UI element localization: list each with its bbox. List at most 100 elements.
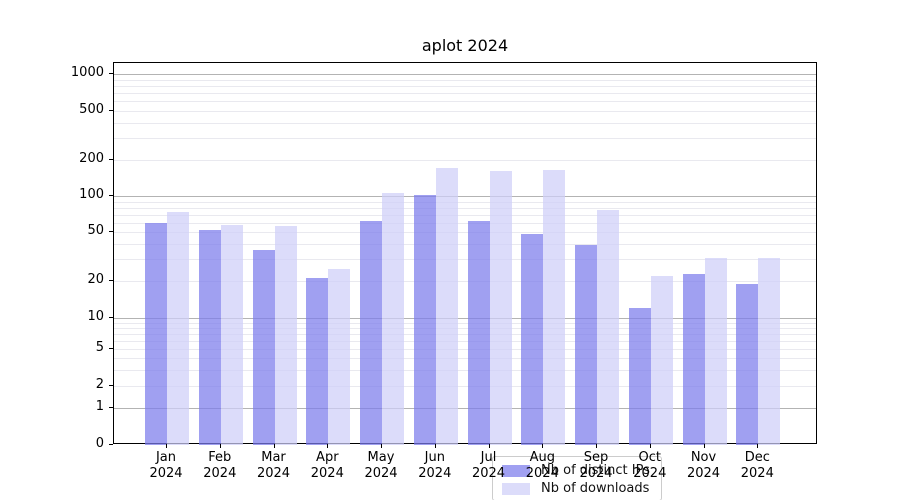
y-tick-mark-20: [109, 280, 113, 281]
y-tick-mark-50: [109, 231, 113, 232]
x-tick-mark-nov: [703, 444, 705, 448]
x-tick-year: 2024: [256, 466, 291, 481]
bar-ips-jun: [413, 194, 436, 445]
gridline-600: [114, 101, 816, 103]
legend-label-downloads: Nb of downloads: [541, 481, 650, 496]
gridline-90: [114, 201, 816, 203]
x-tick-month: Nov: [690, 450, 717, 465]
x-tick-mark-dec: [757, 444, 759, 448]
x-tick-label-feb: Feb 2024: [188, 450, 252, 482]
x-tick-label-apr: Apr 2024: [295, 450, 359, 482]
legend-swatch-distinct-ips: [502, 464, 530, 477]
gridline-300: [114, 138, 816, 140]
gridline-80: [114, 207, 816, 209]
bar-downloads-apr: [328, 269, 351, 445]
x-tick-mark-apr: [327, 444, 329, 448]
x-tick-month: May: [367, 450, 395, 465]
bar-downloads-oct: [650, 275, 673, 445]
x-tick-mark-feb: [219, 444, 221, 448]
bar-ips-sep: [575, 245, 597, 445]
bar-ips-jul: [467, 220, 490, 445]
x-tick-month: Jun: [424, 450, 445, 465]
gridline-800: [114, 85, 816, 87]
y-tick-mark-1000: [109, 73, 113, 74]
gridline-20: [114, 281, 816, 282]
x-tick-label-oct: Oct 2024: [618, 450, 682, 482]
gridline-50: [114, 232, 816, 233]
x-tick-month: Mar: [261, 450, 286, 465]
y-tick-mark-10: [109, 317, 113, 318]
x-tick-year: 2024: [471, 466, 506, 481]
x-tick-year: 2024: [740, 466, 774, 481]
y-tick-label-2: 2: [95, 377, 104, 392]
x-tick-label-nov: Nov 2024: [672, 450, 736, 482]
legend-swatch-downloads: [502, 482, 530, 495]
gridline-60: [114, 222, 816, 224]
x-tick-label-aug: Aug 2024: [510, 450, 574, 482]
gridline-9: [114, 322, 816, 324]
gridline-5: [114, 349, 816, 350]
bar-downloads-jul: [489, 171, 512, 445]
bar-downloads-feb: [220, 225, 243, 445]
bar-ips-may: [360, 220, 382, 445]
bar-downloads-aug: [543, 169, 566, 445]
y-tick-mark-500: [109, 110, 113, 111]
gridline-1000: [114, 74, 816, 75]
x-tick-mark-oct: [649, 444, 651, 448]
gridline-70: [114, 214, 816, 216]
x-tick-month: Jul: [480, 450, 497, 465]
bar-ips-jan: [145, 223, 167, 445]
bar-ips-feb: [198, 230, 221, 445]
x-tick-mark-jul: [488, 444, 490, 448]
gridline-8: [114, 328, 816, 329]
x-tick-year: 2024: [686, 466, 721, 481]
x-tick-month: Feb: [208, 450, 232, 465]
y-tick-label-100: 100: [79, 187, 104, 202]
bar-downloads-sep: [597, 210, 619, 445]
x-tick-month: Oct: [638, 450, 662, 465]
x-tick-month: Apr: [316, 450, 339, 465]
bar-downloads-dec: [758, 257, 781, 445]
x-tick-month: Dec: [744, 450, 770, 465]
gridline-100: [114, 196, 816, 197]
gridline-30: [114, 259, 816, 261]
gridline-10: [114, 318, 816, 319]
y-tick-mark-0: [109, 444, 113, 445]
x-tick-year: 2024: [203, 466, 237, 481]
bar-ips-mar: [252, 249, 275, 445]
x-tick-mark-may: [381, 444, 382, 448]
bar-downloads-mar: [274, 226, 297, 445]
x-tick-mark-mar: [273, 444, 275, 448]
y-tick-label-500: 500: [79, 102, 104, 117]
gridline-900: [114, 79, 816, 81]
y-tick-mark-5: [109, 348, 113, 349]
y-tick-label-10: 10: [87, 309, 104, 324]
legend-item-distinct-ips: Nb of distinct IPs: [502, 463, 652, 478]
x-tick-month: Sep: [583, 450, 609, 465]
x-tick-mark-jun: [434, 444, 436, 448]
x-tick-year: 2024: [525, 466, 559, 481]
x-tick-year: 2024: [579, 466, 613, 481]
gridline-400: [114, 122, 816, 124]
x-tick-label-jul: Jul 2024: [457, 450, 521, 482]
x-tick-mark-sep: [596, 444, 597, 448]
gridline-40: [114, 243, 816, 245]
y-tick-mark-2: [109, 385, 113, 386]
bar-downloads-jun: [435, 167, 458, 445]
y-tick-mark-100: [109, 195, 113, 196]
x-tick-year: 2024: [418, 466, 452, 481]
gridline-2: [114, 386, 816, 387]
x-tick-label-jan: Jan 2024: [134, 450, 198, 482]
x-tick-mark-jan: [166, 444, 167, 448]
x-tick-label-jun: Jun 2024: [403, 450, 467, 482]
x-tick-year: 2024: [633, 466, 667, 481]
y-tick-mark-1: [109, 407, 113, 408]
y-tick-label-1000: 1000: [70, 65, 104, 80]
y-tick-label-200: 200: [79, 151, 104, 166]
x-tick-year: 2024: [149, 466, 183, 481]
gridline-200: [114, 160, 816, 161]
x-tick-year: 2024: [310, 466, 344, 481]
bar-ips-oct: [628, 308, 651, 445]
y-tick-label-20: 20: [87, 272, 104, 287]
